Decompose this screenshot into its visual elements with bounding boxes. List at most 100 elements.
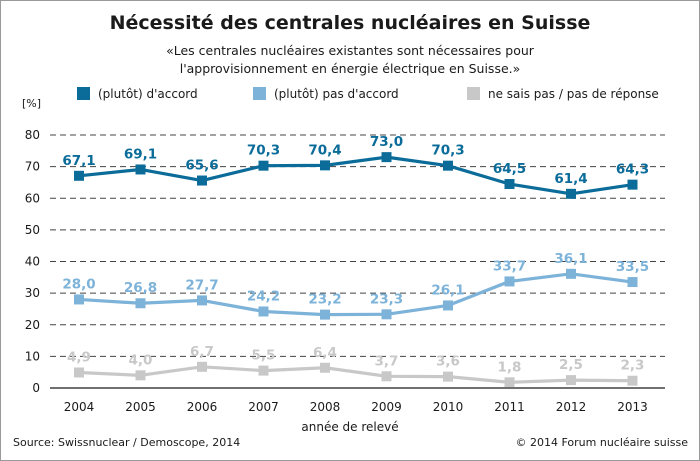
y-tick-label: 60 [25, 191, 40, 205]
data-point [320, 160, 330, 171]
x-tick-label: 2010 [433, 400, 464, 414]
data-point [74, 170, 84, 181]
data-point [627, 179, 638, 190]
data-point [197, 175, 207, 186]
x-tick-label: 2011 [494, 400, 525, 414]
series-line [78, 365, 633, 384]
data-point [381, 152, 392, 163]
y-tick-label: 40 [25, 255, 40, 269]
data-label: 33,7 [493, 258, 526, 274]
data-label: 64,3 [616, 162, 649, 178]
legend-swatch [77, 87, 90, 100]
y-tick-label: 20 [25, 318, 40, 332]
data-label: 6,7 [190, 344, 214, 360]
data-point [135, 298, 146, 309]
series-2: 28,0 26,8 27,7 24,2 23,2 23,3 26,1 33,7 36,1 33,5 [62, 251, 649, 320]
data-label: 70,3 [431, 143, 464, 159]
chart-subtitle-line-2: l'approvisionnement en énergie électriqu… [180, 61, 521, 76]
data-label: 70,3 [247, 143, 280, 159]
y-tick-label: 10 [25, 349, 40, 363]
data-label: 4,0 [129, 352, 153, 368]
legend-label: (plutôt) d'accord [98, 87, 198, 101]
data-point [320, 309, 330, 320]
x-axis: 2004 2005 2006 2007 2008 2009 2010 2011 2012 2013 [64, 400, 648, 414]
data-label: 73,0 [370, 134, 403, 150]
data-point [381, 309, 392, 320]
data-label: 27,7 [185, 277, 218, 293]
x-tick-label: 2012 [556, 400, 587, 414]
data-point [504, 179, 515, 190]
legend-item-2: (plutôt) pas d'accord [253, 87, 399, 101]
data-label: 1,8 [498, 359, 522, 375]
data-point [504, 377, 515, 388]
legend-label: (plutôt) pas d'accord [274, 87, 399, 101]
data-label: 64,5 [493, 161, 526, 177]
data-label: 4,9 [67, 350, 91, 366]
x-tick-label: 2008 [310, 400, 341, 414]
data-label: 2,5 [559, 357, 583, 373]
series-3: 4,9 4,0 6,7 5,5 6,4 3,7 3,6 1,8 2,5 2,3 [67, 344, 645, 388]
data-label: 23,3 [370, 291, 403, 307]
x-tick-label: 2004 [64, 400, 95, 414]
legend-swatch [253, 87, 266, 100]
data-point [627, 375, 638, 386]
y-tick-label: 50 [25, 223, 40, 237]
data-point [197, 295, 207, 306]
data-label: 26,8 [124, 280, 157, 296]
data-label: 33,5 [616, 259, 649, 275]
data-point [443, 160, 453, 171]
data-point [74, 294, 84, 305]
data-point [443, 300, 453, 311]
data-label: 5,5 [252, 348, 276, 364]
data-point [504, 276, 515, 287]
y-tick-label: 0 [32, 381, 40, 395]
data-point [566, 188, 576, 199]
grid [50, 134, 665, 389]
data-point [258, 365, 269, 376]
chart-title: Nécessité des centrales nucléaires en Su… [110, 12, 591, 34]
x-tick-label: 2007 [248, 400, 279, 414]
legend-swatch [467, 87, 480, 100]
data-point [135, 370, 146, 381]
y-tick-label: 80 [25, 128, 40, 142]
y-axis-ticks: 0 10 20 30 40 50 60 70 80 [25, 128, 40, 395]
series-layer: 67,1 69,1 65,6 70,3 70,4 73,0 70,3 64,5 61,4 64,3… [62, 134, 649, 388]
x-tick-label: 2005 [125, 400, 156, 414]
data-point [320, 362, 330, 373]
data-point [197, 361, 207, 372]
data-label: 69,1 [124, 146, 157, 162]
data-point [74, 367, 84, 378]
data-label: 36,1 [554, 251, 587, 267]
x-tick-label: 2013 [617, 400, 648, 414]
data-point [135, 164, 146, 175]
data-label: 28,0 [62, 276, 95, 292]
data-label: 26,1 [431, 282, 464, 298]
y-axis-unit: [%] [22, 97, 41, 110]
data-point [258, 160, 269, 171]
data-label: 23,2 [308, 292, 341, 308]
data-label: 3,6 [436, 354, 460, 370]
y-tick-label: 70 [25, 160, 40, 174]
data-label: 67,1 [62, 153, 95, 169]
data-point [258, 306, 269, 317]
legend-label: ne sais pas / pas de réponse [488, 87, 659, 101]
x-tick-label: 2009 [371, 400, 402, 414]
data-label: 61,4 [554, 171, 587, 187]
x-tick-label: 2006 [187, 400, 218, 414]
data-point [566, 268, 576, 279]
data-label: 70,4 [308, 142, 341, 158]
data-label: 3,7 [375, 353, 399, 369]
chart-subtitle-line-1: «Les centrales nucléaires existantes son… [166, 43, 535, 58]
legend-item-3: ne sais pas / pas de réponse [467, 87, 659, 101]
series-1: 67,1 69,1 65,6 70,3 70,4 73,0 70,3 64,5 61,4 64,3 [62, 134, 649, 199]
source-note: Source: Swissnuclear / Demoscope, 2014 [13, 436, 240, 449]
data-label: 2,3 [621, 358, 645, 374]
data-point [566, 375, 576, 386]
series-line [78, 272, 633, 317]
legend: (plutôt) d'accord (plutôt) pas d'accord ne… [77, 87, 659, 101]
y-tick-label: 30 [25, 286, 40, 300]
data-label: 6,4 [313, 345, 337, 361]
x-axis-label: année de relevé [301, 420, 398, 434]
